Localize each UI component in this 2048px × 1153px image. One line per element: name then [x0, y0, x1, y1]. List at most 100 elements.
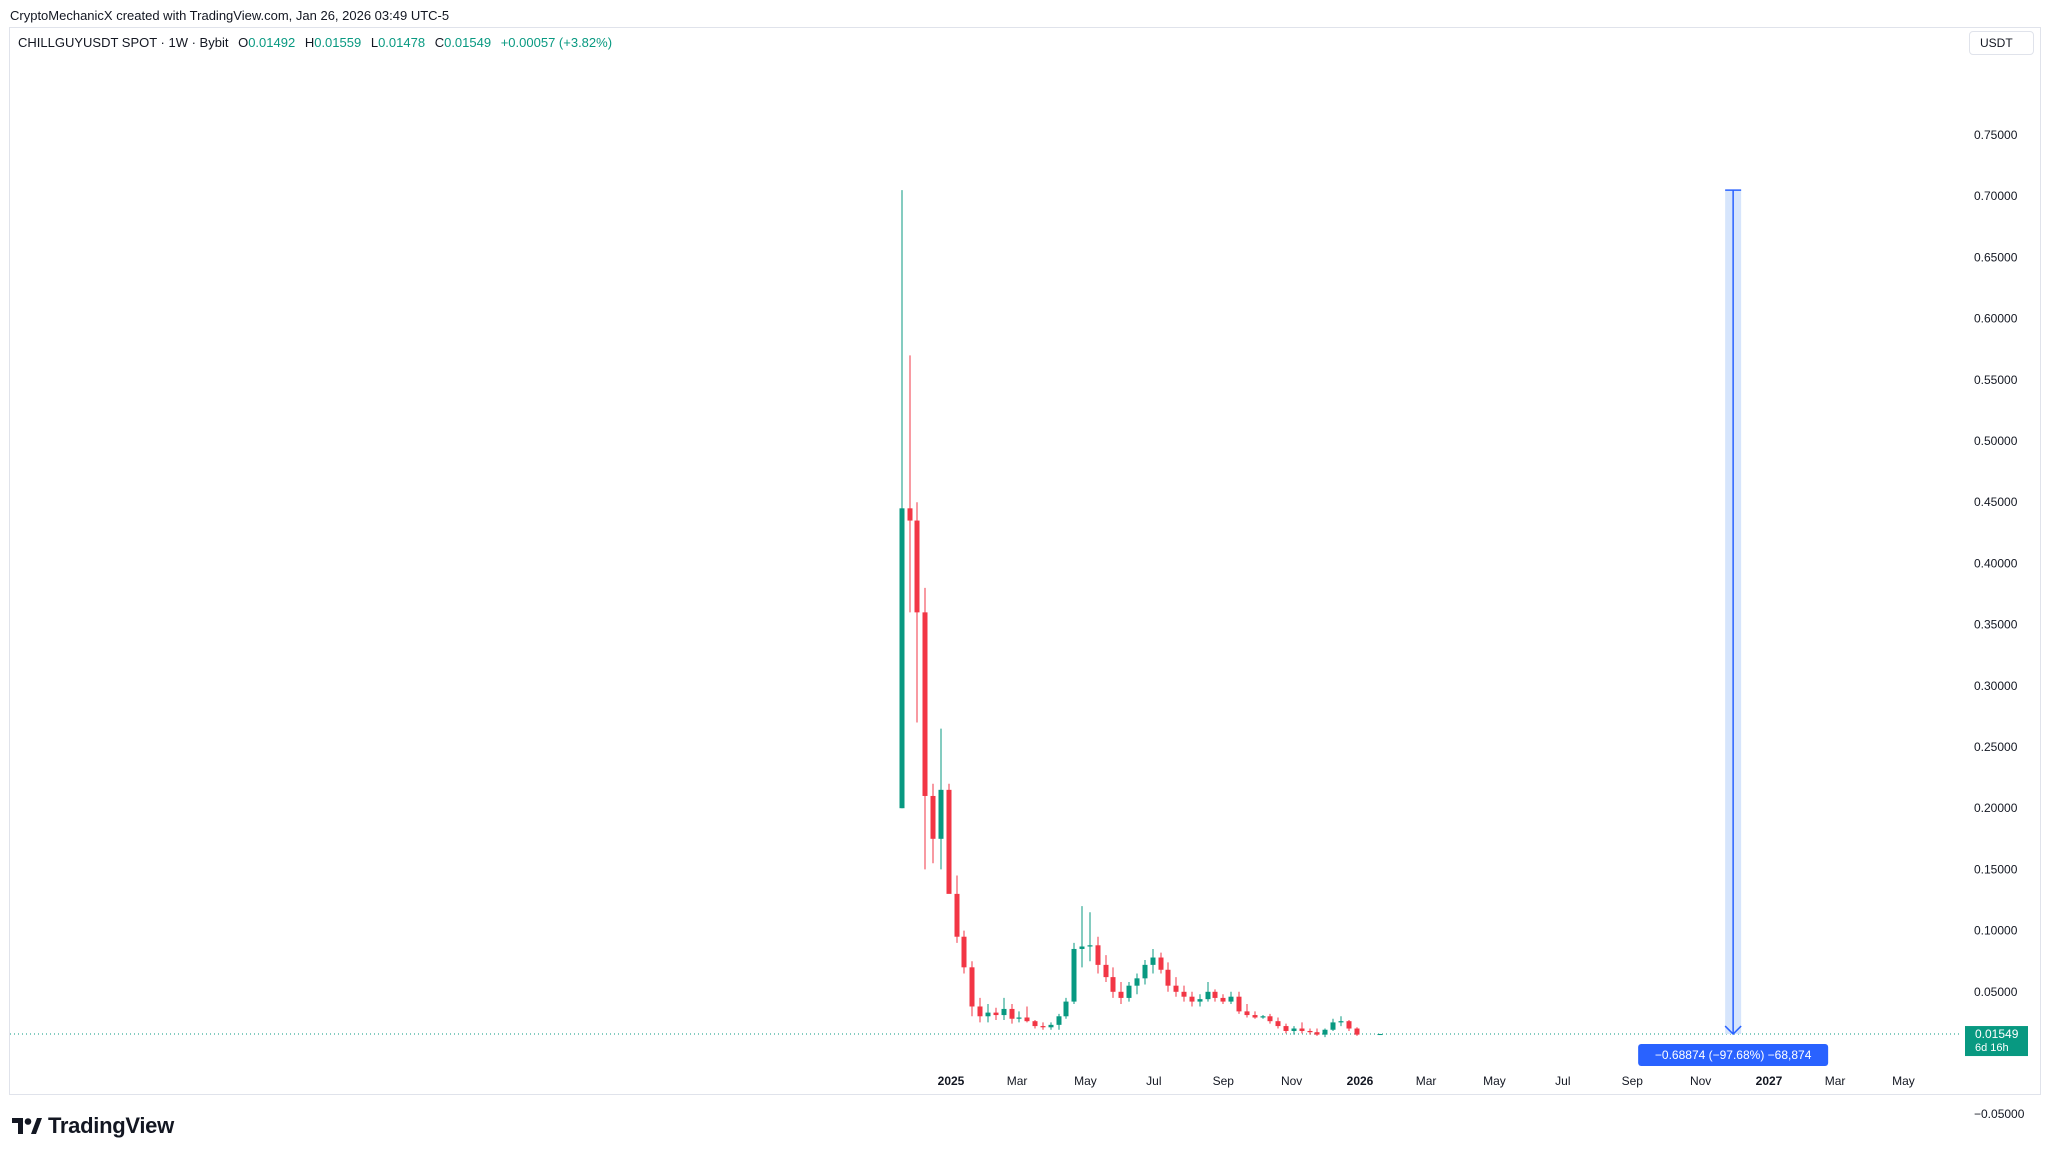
candle-body-down[interactable] [1110, 977, 1116, 992]
symbol-legend: CHILLGUYUSDT SPOT · 1W · Bybit O0.01492 … [18, 35, 612, 50]
tradingview-logo-icon [12, 1118, 42, 1134]
candle-body-down[interactable] [1103, 964, 1109, 978]
price-axis-tick-label: 0.30000 [1974, 679, 2018, 693]
time-axis-tick-label: 2025 [938, 1074, 965, 1088]
measure-label-box [1638, 1044, 1829, 1067]
candle-body-up[interactable] [1087, 945, 1093, 947]
price-axis-tick-label: 0.15000 [1974, 862, 2018, 876]
candle-body-up[interactable] [1071, 948, 1077, 1002]
candle-body-down[interactable] [946, 789, 952, 894]
candle-body-down[interactable] [1173, 985, 1179, 992]
candle-body-up[interactable] [1134, 978, 1140, 986]
candle-body-up[interactable] [1228, 996, 1234, 1002]
price-axis-tick-label: −0.05000 [1974, 1107, 2025, 1121]
candle-body-down[interactable] [1095, 945, 1101, 965]
candle-body-down[interactable] [1220, 997, 1226, 1002]
candle-body-up[interactable] [1260, 1016, 1266, 1018]
change-value: +0.00057 (+3.82%) [500, 35, 613, 50]
tradingview-brand: TradingView [48, 1113, 174, 1138]
chart-frame[interactable] [9, 27, 2041, 1095]
candle-body-down[interactable] [930, 795, 936, 839]
time-axis-tick-label: 2026 [1347, 1074, 1374, 1088]
price-axis-tick-label: 0.65000 [1974, 250, 2018, 264]
close-value: 0.01549 [444, 35, 492, 50]
candle-body-down[interactable] [1275, 1021, 1281, 1027]
time-axis-tick-label: 2027 [1756, 1074, 1783, 1088]
candle-body-down[interactable] [1118, 991, 1124, 998]
candle-body-up[interactable] [1338, 1021, 1344, 1023]
tradingview-logo[interactable]: TradingView [12, 1113, 174, 1139]
candle-body-up[interactable] [1322, 1029, 1328, 1035]
candle-body-up[interactable] [1197, 999, 1203, 1002]
candle-body-down[interactable] [1189, 996, 1195, 1002]
candle-body-up[interactable] [1150, 957, 1156, 965]
candle-body-up[interactable] [1142, 964, 1148, 979]
candle-body-up[interactable] [1016, 1017, 1022, 1019]
price-axis-tick-label: 0.10000 [1974, 924, 2018, 938]
price-axis-tick-label: 0.20000 [1974, 801, 2018, 815]
candle-body-down[interactable] [993, 1012, 999, 1016]
snapshot-caption: CryptoMechanicX created with TradingView… [10, 8, 450, 23]
price-axis-tick-label: 0.50000 [1974, 434, 2018, 448]
symbol-title[interactable]: CHILLGUYUSDT SPOT · 1W · Bybit [18, 35, 229, 50]
open-label: O [238, 35, 249, 50]
candle-body-down[interactable] [907, 508, 913, 521]
high-label: H [304, 35, 315, 50]
candle-body-up[interactable] [1126, 985, 1132, 998]
candle-body-down[interactable] [1040, 1026, 1046, 1028]
time-axis-tick-label: May [1483, 1074, 1506, 1088]
candle-body-down[interactable] [1165, 969, 1171, 986]
open-value: 0.01492 [248, 35, 296, 50]
price-axis-tick-label: 0.25000 [1974, 740, 2018, 754]
candle-body-down[interactable] [914, 520, 920, 613]
currency-selector[interactable]: USDT [1969, 31, 2034, 55]
time-axis-tick-label: May [1074, 1074, 1097, 1088]
candle-body-down[interactable] [1032, 1021, 1038, 1027]
candle-body-down[interactable] [1283, 1026, 1289, 1031]
price-axis-tick-label: 0.35000 [1974, 618, 2018, 632]
candle-body-down[interactable] [954, 893, 960, 937]
price-axis-tick-label: 0.40000 [1974, 556, 2018, 570]
candle-body-down[interactable] [977, 1006, 983, 1017]
candle-body-up[interactable] [1291, 1028, 1297, 1031]
candle-body-down[interactable] [1236, 996, 1242, 1012]
candle-body-up[interactable] [1205, 991, 1211, 1000]
candle-body-down[interactable] [1314, 1032, 1320, 1035]
candle-body-down[interactable] [1244, 1011, 1250, 1016]
candle-body-down[interactable] [961, 936, 967, 968]
candle-body-up[interactable] [1056, 1016, 1062, 1025]
candle-body-down[interactable] [1181, 991, 1187, 997]
candle-body-up[interactable] [899, 508, 905, 809]
candle-body-down[interactable] [1024, 1017, 1030, 1022]
candle-body-up[interactable] [1377, 1034, 1383, 1036]
candle-body-down[interactable] [1354, 1028, 1360, 1035]
candle-body-up[interactable] [938, 789, 944, 839]
candle-body-up[interactable] [1048, 1024, 1054, 1028]
candle-body-up[interactable] [1063, 1001, 1069, 1017]
time-axis-tick-label: Mar [1825, 1074, 1846, 1088]
time-axis-tick-label: May [1892, 1074, 1915, 1088]
price-axis-tick-label: 0.05000 [1974, 985, 2018, 999]
candle-body-down[interactable] [922, 612, 928, 796]
candle-body-down[interactable] [1307, 1030, 1313, 1033]
candle-body-down[interactable] [1009, 1008, 1015, 1019]
candle-body-down[interactable] [1346, 1021, 1352, 1029]
candle-body-down[interactable] [1252, 1015, 1258, 1018]
candle-body-down[interactable] [1299, 1028, 1305, 1031]
last-price-badge [1965, 1026, 2028, 1057]
candle-body-up[interactable] [1079, 946, 1085, 949]
low-value: 0.01478 [378, 35, 426, 50]
candle-body-up[interactable] [1330, 1022, 1336, 1030]
high-value: 0.01559 [314, 35, 362, 50]
candle-body-down[interactable] [1158, 957, 1164, 970]
time-axis-tick-label: Mar [1416, 1074, 1437, 1088]
candle-body-up[interactable] [1001, 1008, 1007, 1016]
candle-body-down[interactable] [969, 967, 975, 1007]
candle-body-up[interactable] [985, 1012, 991, 1017]
candle-body-down[interactable] [1267, 1016, 1273, 1022]
price-axis-tick-label: 0.55000 [1974, 373, 2018, 387]
candle-body-down[interactable] [1212, 991, 1218, 998]
low-label: L [370, 35, 379, 50]
